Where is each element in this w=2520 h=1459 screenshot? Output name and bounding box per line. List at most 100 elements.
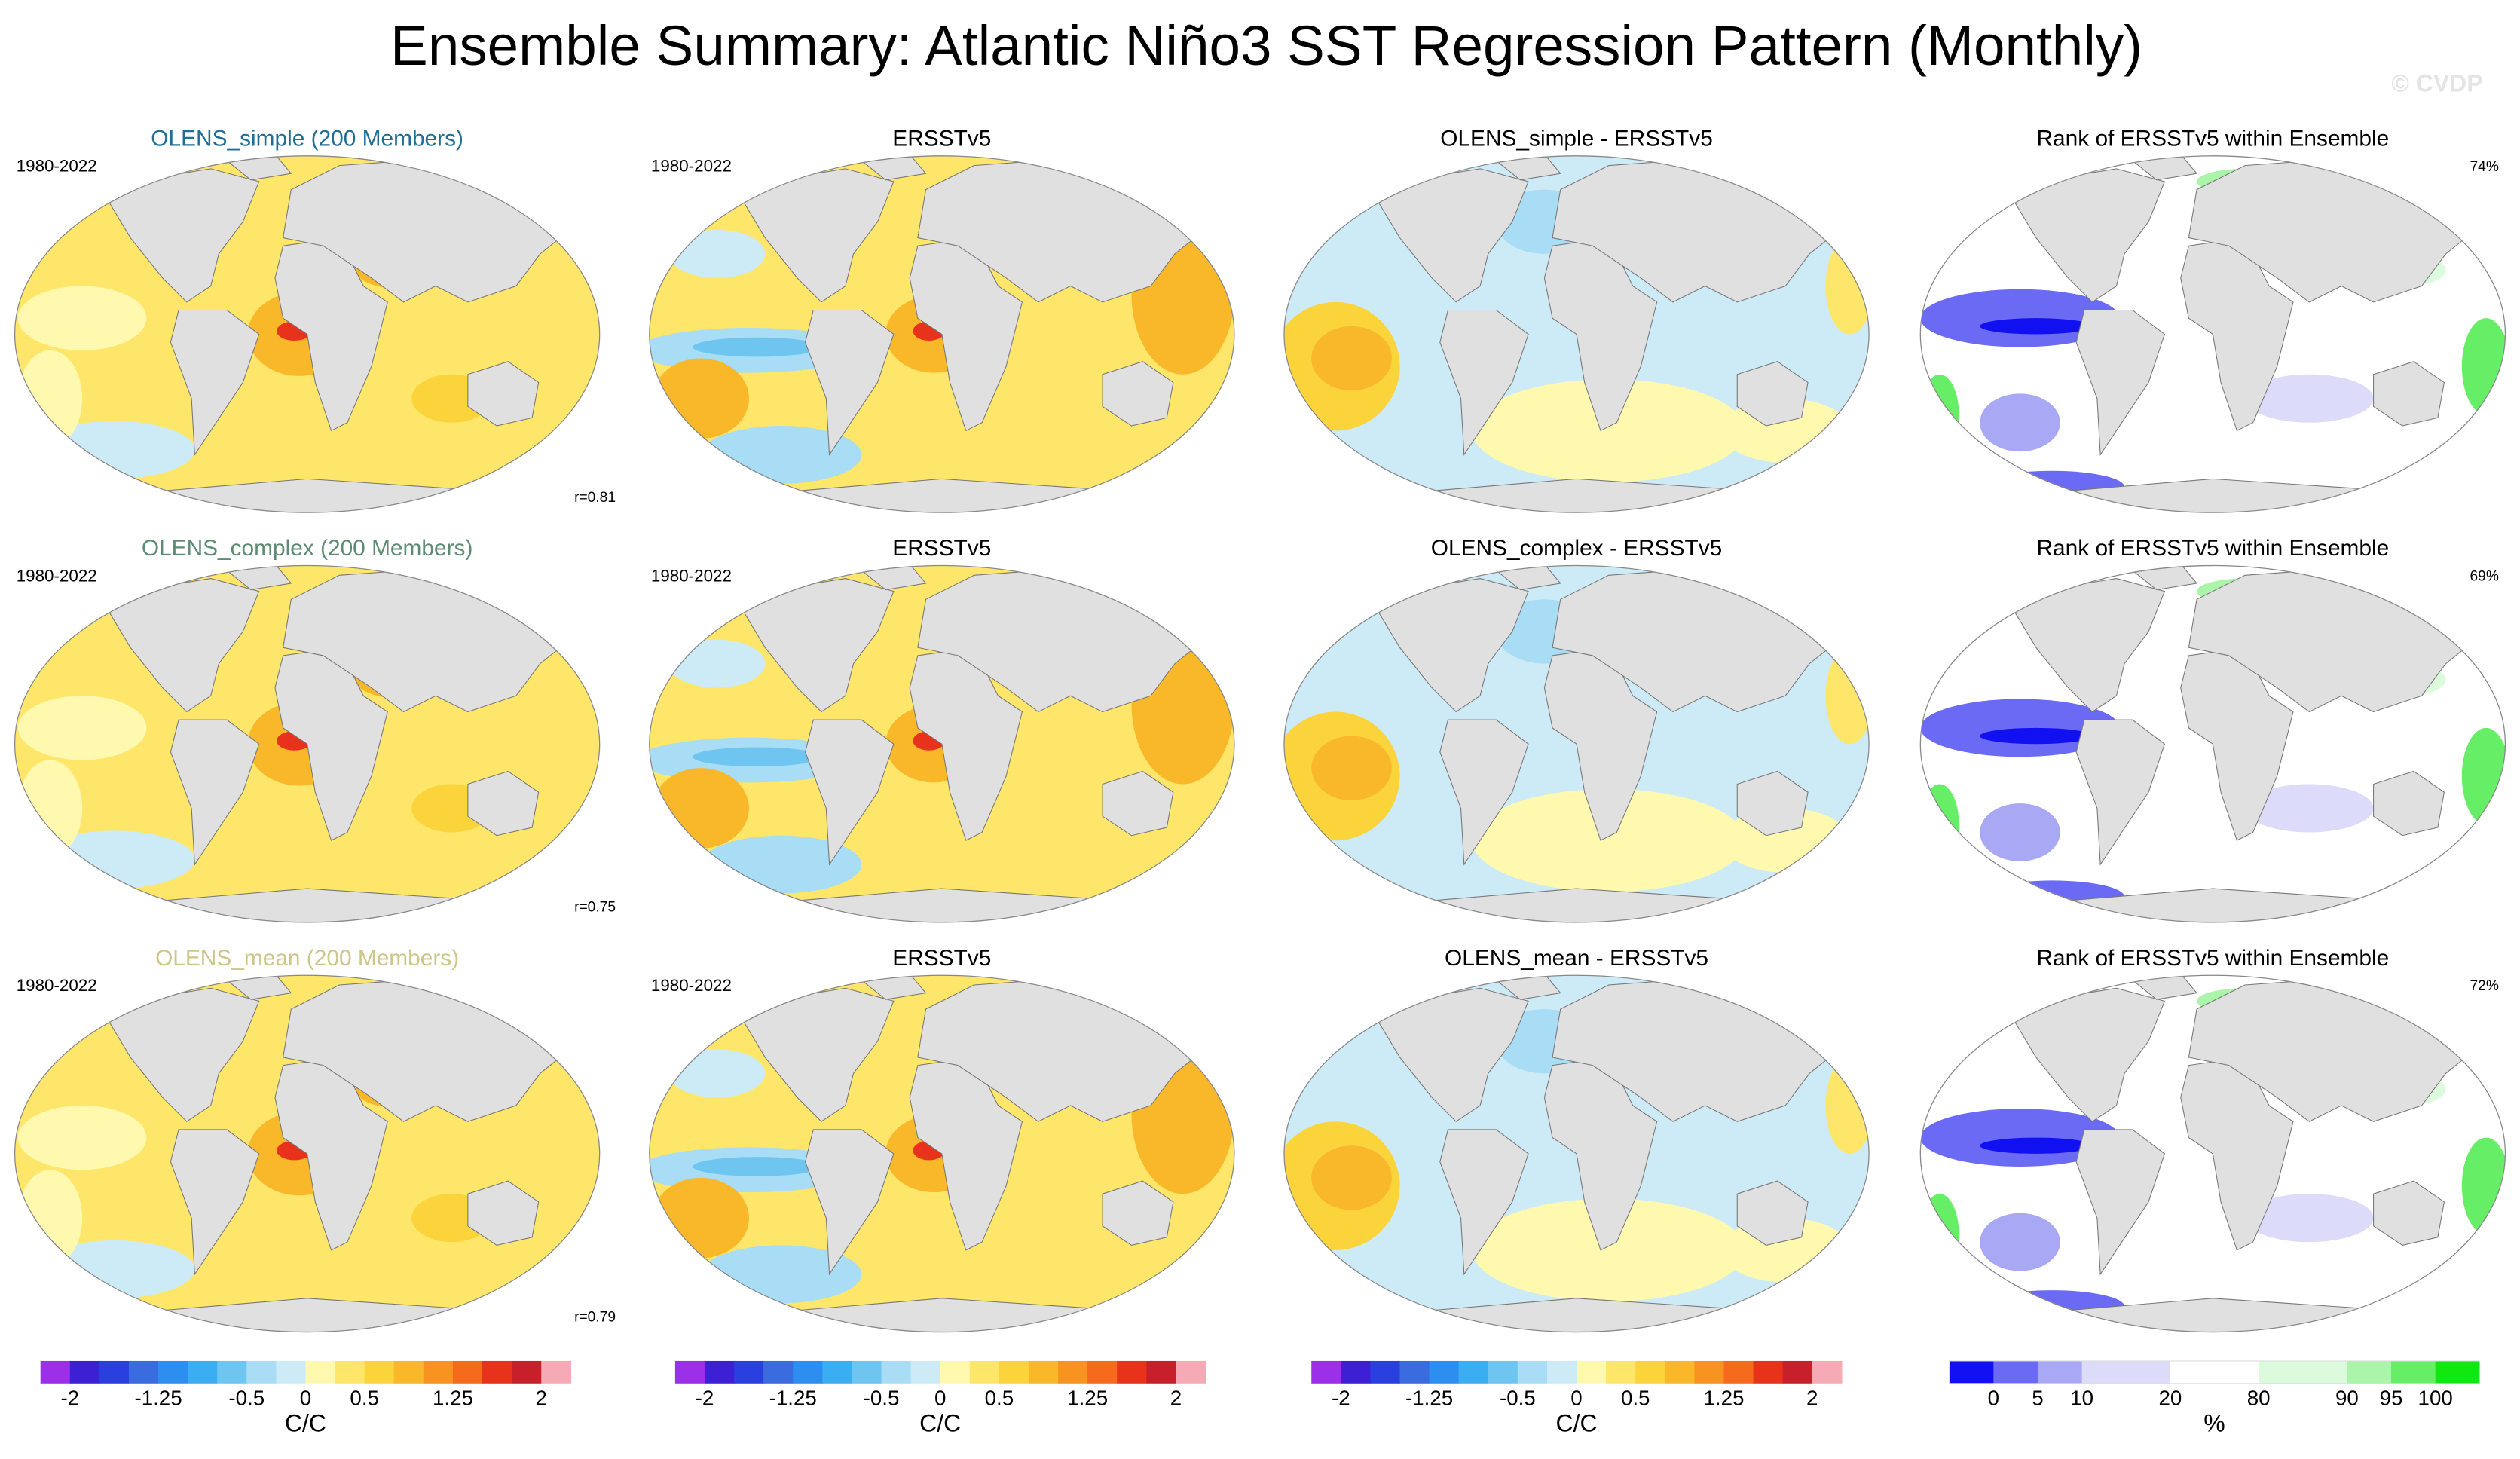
colorbar-tick-label: 0.5 (985, 1386, 1014, 1409)
colorbar-box (423, 1360, 454, 1384)
land (170, 309, 260, 457)
period-label: 1980-2022 (17, 976, 97, 995)
field-patch (1311, 326, 1392, 391)
map-border (649, 974, 1235, 1333)
field-patch (1980, 727, 2093, 745)
colorbar-box (969, 1360, 1000, 1384)
colorbar-box (1058, 1360, 1088, 1384)
colorbar-box (1723, 1360, 1754, 1384)
land (1439, 309, 1529, 457)
colorbar-box (1577, 1360, 1607, 1384)
colorbar-box (734, 1360, 764, 1384)
land (2075, 719, 2166, 866)
map (649, 155, 1234, 513)
field-patch (17, 1105, 147, 1170)
map-panel (1283, 564, 1870, 923)
map (1283, 155, 1870, 513)
panel-title: OLENS_simple - ERSSTv5 (1440, 126, 1713, 151)
colorbar-box (1370, 1360, 1401, 1384)
land (170, 1129, 260, 1276)
map (14, 975, 600, 1332)
colorbar-tick-label: 1.25 (433, 1386, 473, 1409)
colorbar-box (1635, 1360, 1665, 1384)
colorbar-tick-label: -1.25 (769, 1386, 817, 1409)
field-patch (2245, 784, 2374, 833)
map (1283, 565, 1870, 922)
colorbar-box (910, 1360, 941, 1384)
land (2075, 1129, 2166, 1276)
field-patch (17, 760, 83, 857)
panel-title: OLENS_simple (200 Members) (151, 126, 463, 151)
colorbar-box (452, 1360, 483, 1384)
land (467, 1180, 540, 1246)
colorbar-box (999, 1360, 1029, 1384)
colorbar-box (217, 1360, 247, 1384)
field-patch (1825, 237, 1870, 335)
colorbar-tick-label: 10 (2070, 1386, 2093, 1409)
colorbar-box (674, 1360, 705, 1384)
map-panel (1283, 155, 1870, 513)
colorbar-tick-label: 0 (1988, 1386, 1999, 1409)
colorbar-tick-label: 80 (2247, 1386, 2271, 1409)
field-patch (17, 350, 83, 447)
map (649, 565, 1234, 922)
land (1736, 361, 1809, 427)
map-border (1283, 974, 1870, 1333)
land (467, 770, 540, 837)
period-label: 1980-2022 (651, 566, 732, 585)
colorbar-tick-label: 20 (2158, 1386, 2182, 1409)
panel-title: ERSSTv5 (892, 536, 991, 561)
colorbar-box (1665, 1360, 1696, 1384)
land (740, 987, 895, 1122)
colorbar-box (2259, 1360, 2348, 1384)
field-patch (653, 1177, 749, 1259)
map-border (1283, 564, 1870, 923)
colorbar-box (1458, 1360, 1489, 1384)
colorbar-box (2037, 1360, 2083, 1384)
field-patch (668, 229, 766, 278)
rank-percent: 69% (2470, 569, 2499, 585)
colorbar-box (1429, 1360, 1460, 1384)
panel-title: Rank of ERSSTv5 within Ensemble (2036, 126, 2389, 151)
land (1736, 1180, 1809, 1246)
colorbar-unit: C/C (1556, 1410, 1598, 1437)
colorbar-box (40, 1360, 71, 1384)
field-patch (1980, 1137, 2093, 1154)
colorbar-box (69, 1360, 100, 1384)
map-panel (1283, 974, 1870, 1333)
colorbar-tick-label: 2 (1170, 1386, 1182, 1409)
land (1102, 770, 1174, 837)
land (740, 578, 895, 713)
colorbar-tick-label: 95 (2380, 1386, 2403, 1409)
field-patch (653, 358, 749, 439)
colorbar-box (1176, 1360, 1206, 1384)
period-label: 1980-2022 (651, 157, 732, 176)
pattern-correlation: r=0.81 (574, 490, 616, 506)
map-panel (14, 974, 601, 1333)
colorbar-box (1399, 1360, 1430, 1384)
land (2373, 361, 2445, 427)
colorbar-tick-label: 90 (2335, 1386, 2359, 1409)
colorbar-box (364, 1360, 395, 1384)
colorbar-box (1993, 1360, 2038, 1384)
colorbar-box (881, 1360, 912, 1384)
field-patch (17, 286, 147, 350)
land (274, 237, 388, 432)
land (106, 578, 260, 713)
land (2011, 578, 2166, 713)
colorbar-tick-label: 0 (300, 1386, 311, 1409)
field-patch (1920, 1194, 1959, 1274)
land (1543, 647, 1658, 841)
panel-title: ERSSTv5 (892, 126, 991, 151)
colorbar-box (1028, 1360, 1059, 1384)
land (909, 1057, 1023, 1251)
field-patch (34, 830, 195, 889)
map (14, 155, 600, 513)
land (1543, 1057, 1658, 1251)
map-border (649, 564, 1235, 923)
panel-title: OLENS_complex - ERSSTv5 (1431, 536, 1722, 561)
land (274, 1057, 388, 1251)
colorbar-tick-label: -0.5 (1500, 1386, 1536, 1409)
map-panel (1919, 155, 2506, 513)
